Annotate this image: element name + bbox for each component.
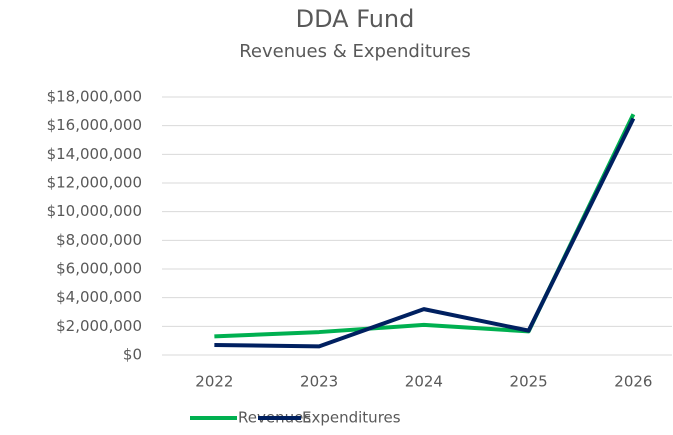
x-tick-label: 2023: [300, 373, 338, 391]
y-tick-label: $6,000,000: [56, 260, 142, 278]
chart-subtitle: Revenues & Expenditures: [239, 41, 471, 62]
y-tick-label: $12,000,000: [47, 174, 142, 192]
y-tick-label: $10,000,000: [47, 202, 142, 220]
y-tick-label: $2,000,000: [56, 317, 142, 335]
legend-label: Expenditures: [302, 409, 401, 427]
x-tick-label: 2025: [510, 373, 548, 391]
line-series: [214, 113, 636, 339]
x-tick-label: 2024: [405, 373, 443, 391]
line-series: [214, 117, 636, 349]
y-tick-label: $16,000,000: [47, 116, 142, 134]
y-tick-label: $8,000,000: [56, 231, 142, 249]
x-tick-label: 2026: [614, 373, 652, 391]
x-tick-label: 2022: [195, 373, 233, 391]
y-tick-label: $0: [123, 346, 142, 364]
y-tick-label: $4,000,000: [56, 288, 142, 306]
y-tick-label: $18,000,000: [47, 88, 142, 106]
y-tick-label: $14,000,000: [47, 145, 142, 163]
chart-title: DDA Fund: [296, 5, 415, 33]
